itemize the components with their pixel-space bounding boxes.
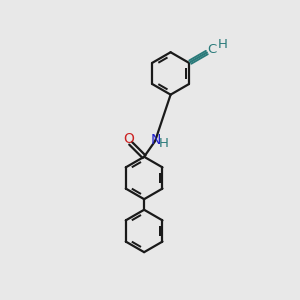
Text: C: C <box>207 44 216 56</box>
Text: H: H <box>158 137 168 150</box>
Text: O: O <box>124 132 134 146</box>
Text: H: H <box>218 38 228 51</box>
Text: N: N <box>151 133 161 147</box>
